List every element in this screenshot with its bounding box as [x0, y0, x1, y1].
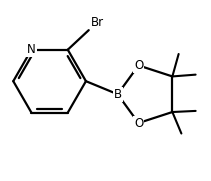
Text: Br: Br — [91, 16, 104, 29]
Text: N: N — [27, 43, 36, 56]
Text: O: O — [134, 59, 143, 72]
Text: B: B — [114, 88, 122, 101]
Text: O: O — [134, 117, 143, 130]
